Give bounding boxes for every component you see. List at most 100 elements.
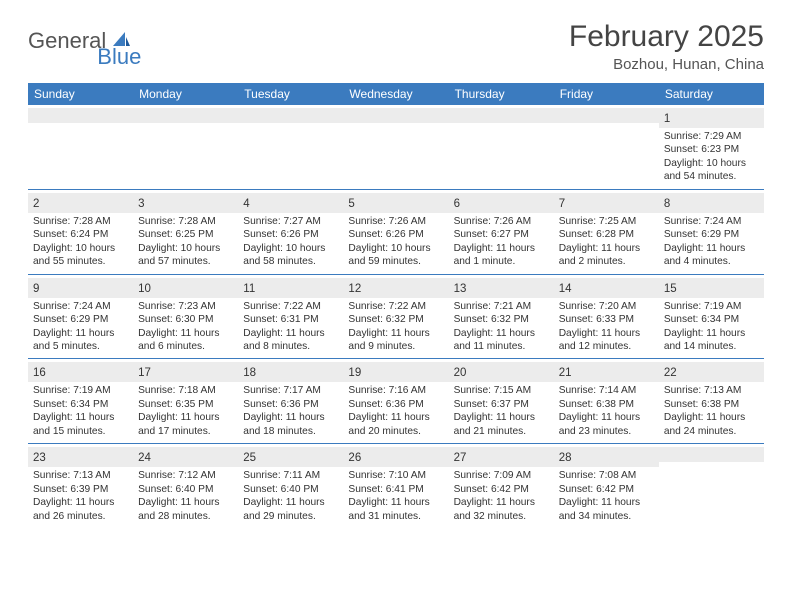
day-info: Sunrise: 7:08 AMSunset: 6:42 PMDaylight:… — [559, 469, 654, 523]
day-number: 4 — [243, 198, 249, 210]
day-number: 25 — [243, 452, 256, 464]
daynum-row: 26 — [343, 447, 448, 467]
day-number: 20 — [454, 367, 467, 379]
location: Bozhou, Hunan, China — [569, 56, 764, 73]
week-row: 9 Sunrise: 7:24 AMSunset: 6:29 PMDaylight… — [28, 275, 764, 360]
daynum-row: 21 — [554, 362, 659, 382]
day-number: 15 — [664, 283, 677, 295]
day-cell: 13Sunrise: 7:21 AMSunset: 6:32 PMDayligh… — [449, 275, 554, 359]
day-info: Sunrise: 7:27 AMSunset: 6:26 PMDaylight:… — [243, 215, 338, 269]
day-cell — [449, 105, 554, 189]
weekday-label: Sunday — [28, 83, 133, 105]
daynum-row: 4 — [238, 193, 343, 213]
day-cell: 18Sunrise: 7:17 AMSunset: 6:36 PMDayligh… — [238, 359, 343, 443]
day-cell: 9 Sunrise: 7:24 AMSunset: 6:29 PMDaylight… — [28, 275, 133, 359]
day-cell: 8Sunrise: 7:24 AMSunset: 6:29 PMDaylight… — [659, 190, 764, 274]
day-info: Sunrise: 7:23 AMSunset: 6:30 PMDaylight:… — [138, 300, 233, 354]
day-cell: 1Sunrise: 7:29 AMSunset: 6:23 PMDaylight… — [659, 105, 764, 189]
weekday-label: Friday — [554, 83, 659, 105]
weekday-label: Wednesday — [343, 83, 448, 105]
day-info: Sunrise: 7:22 AMSunset: 6:32 PMDaylight:… — [348, 300, 443, 354]
logo-text-blue: Blue — [97, 44, 141, 70]
day-cell: 16 Sunrise: 7:19 AMSunset: 6:34 PMDayligh… — [28, 359, 133, 443]
daynum-row: 1 — [659, 108, 764, 128]
day-cell: 26Sunrise: 7:10 AMSunset: 6:41 PMDayligh… — [343, 444, 448, 528]
day-info: Sunrise: 7:11 AMSunset: 6:40 PMDaylight:… — [243, 469, 338, 523]
daynum-row: 22 — [659, 362, 764, 382]
daynum-row — [449, 108, 554, 123]
daynum-row: 10 — [133, 278, 238, 298]
day-cell: 24Sunrise: 7:12 AMSunset: 6:40 PMDayligh… — [133, 444, 238, 528]
weekday-header: SundayMondayTuesdayWednesdayThursdayFrid… — [28, 83, 764, 105]
day-info: Sunrise: 7:28 AMSunset: 6:24 PMDaylight:… — [33, 215, 128, 269]
day-info: Sunrise: 7:20 AMSunset: 6:33 PMDaylight:… — [559, 300, 654, 354]
daynum-row: 23 — [28, 447, 133, 467]
day-cell: 27Sunrise: 7:09 AMSunset: 6:42 PMDayligh… — [449, 444, 554, 528]
day-cell: 20 Sunrise: 7:15 AMSunset: 6:37 PMDayligh… — [449, 359, 554, 443]
day-info: Sunrise: 7:18 AMSunset: 6:35 PMDaylight:… — [138, 384, 233, 438]
daynum-row: 28 — [554, 447, 659, 467]
daynum-row: 16 — [28, 362, 133, 382]
daynum-row: 3 — [133, 193, 238, 213]
day-cell: 23Sunrise: 7:13 AMSunset: 6:39 PMDayligh… — [28, 444, 133, 528]
weekday-label: Tuesday — [238, 83, 343, 105]
day-cell: 4 Sunrise: 7:27 AMSunset: 6:26 PMDaylight… — [238, 190, 343, 274]
daynum-row: 18 — [238, 362, 343, 382]
daynum-row: 13 — [449, 278, 554, 298]
day-cell: 2 Sunrise: 7:28 AMSunset: 6:24 PMDaylight… — [28, 190, 133, 274]
day-cell — [554, 105, 659, 189]
day-number: 3 — [138, 198, 144, 210]
day-info: Sunrise: 7:24 AMSunset: 6:29 PMDaylight:… — [33, 300, 128, 354]
day-number: 10 — [138, 283, 151, 295]
daynum-row: 2 — [28, 193, 133, 213]
day-number: 2 — [33, 198, 39, 210]
day-number: 7 — [559, 198, 565, 210]
day-info: Sunrise: 7:09 AMSunset: 6:42 PMDaylight:… — [454, 469, 549, 523]
daynum-row: 24 — [133, 447, 238, 467]
day-info: Sunrise: 7:14 AMSunset: 6:38 PMDaylight:… — [559, 384, 654, 438]
day-cell: 22Sunrise: 7:13 AMSunset: 6:38 PMDayligh… — [659, 359, 764, 443]
daynum-row: 11 — [238, 278, 343, 298]
day-cell: 25 Sunrise: 7:11 AMSunset: 6:40 PMDayligh… — [238, 444, 343, 528]
day-cell: 17Sunrise: 7:18 AMSunset: 6:35 PMDayligh… — [133, 359, 238, 443]
day-info: Sunrise: 7:25 AMSunset: 6:28 PMDaylight:… — [559, 215, 654, 269]
day-number: 19 — [348, 367, 361, 379]
day-info: Sunrise: 7:24 AMSunset: 6:29 PMDaylight:… — [664, 215, 759, 269]
week-row: 1Sunrise: 7:29 AMSunset: 6:23 PMDaylight… — [28, 105, 764, 190]
day-info: Sunrise: 7:16 AMSunset: 6:36 PMDaylight:… — [348, 384, 443, 438]
daynum-row — [554, 108, 659, 123]
day-info: Sunrise: 7:19 AMSunset: 6:34 PMDaylight:… — [664, 300, 759, 354]
week-row: 23Sunrise: 7:13 AMSunset: 6:39 PMDayligh… — [28, 444, 764, 528]
day-info: Sunrise: 7:29 AMSunset: 6:23 PMDaylight:… — [664, 130, 759, 184]
weekday-label: Monday — [133, 83, 238, 105]
day-number: 13 — [454, 283, 467, 295]
day-cell: 21Sunrise: 7:14 AMSunset: 6:38 PMDayligh… — [554, 359, 659, 443]
daynum-row: 12 — [343, 278, 448, 298]
calendar: SundayMondayTuesdayWednesdayThursdayFrid… — [28, 83, 764, 528]
daynum-row: 19 — [343, 362, 448, 382]
day-number: 16 — [33, 367, 46, 379]
day-number: 14 — [559, 283, 572, 295]
day-info: Sunrise: 7:26 AMSunset: 6:26 PMDaylight:… — [348, 215, 443, 269]
week-row: 16 Sunrise: 7:19 AMSunset: 6:34 PMDayligh… — [28, 359, 764, 444]
daynum-row: 17 — [133, 362, 238, 382]
daynum-row — [28, 108, 133, 123]
day-cell — [28, 105, 133, 189]
day-info: Sunrise: 7:28 AMSunset: 6:25 PMDaylight:… — [138, 215, 233, 269]
week-row: 2 Sunrise: 7:28 AMSunset: 6:24 PMDaylight… — [28, 190, 764, 275]
daynum-row: 5 — [343, 193, 448, 213]
day-cell — [659, 444, 764, 528]
day-number: 12 — [348, 283, 361, 295]
daynum-row: 9 — [28, 278, 133, 298]
day-info: Sunrise: 7:19 AMSunset: 6:34 PMDaylight:… — [33, 384, 128, 438]
day-number: 6 — [454, 198, 460, 210]
day-number: 26 — [348, 452, 361, 464]
day-cell — [238, 105, 343, 189]
day-number: 9 — [33, 283, 39, 295]
day-cell: 11Sunrise: 7:22 AMSunset: 6:31 PMDayligh… — [238, 275, 343, 359]
month-title: February 2025 — [569, 20, 764, 54]
day-cell: 6Sunrise: 7:26 AMSunset: 6:27 PMDaylight… — [449, 190, 554, 274]
day-info: Sunrise: 7:15 AMSunset: 6:37 PMDaylight:… — [454, 384, 549, 438]
day-cell — [133, 105, 238, 189]
day-info: Sunrise: 7:12 AMSunset: 6:40 PMDaylight:… — [138, 469, 233, 523]
